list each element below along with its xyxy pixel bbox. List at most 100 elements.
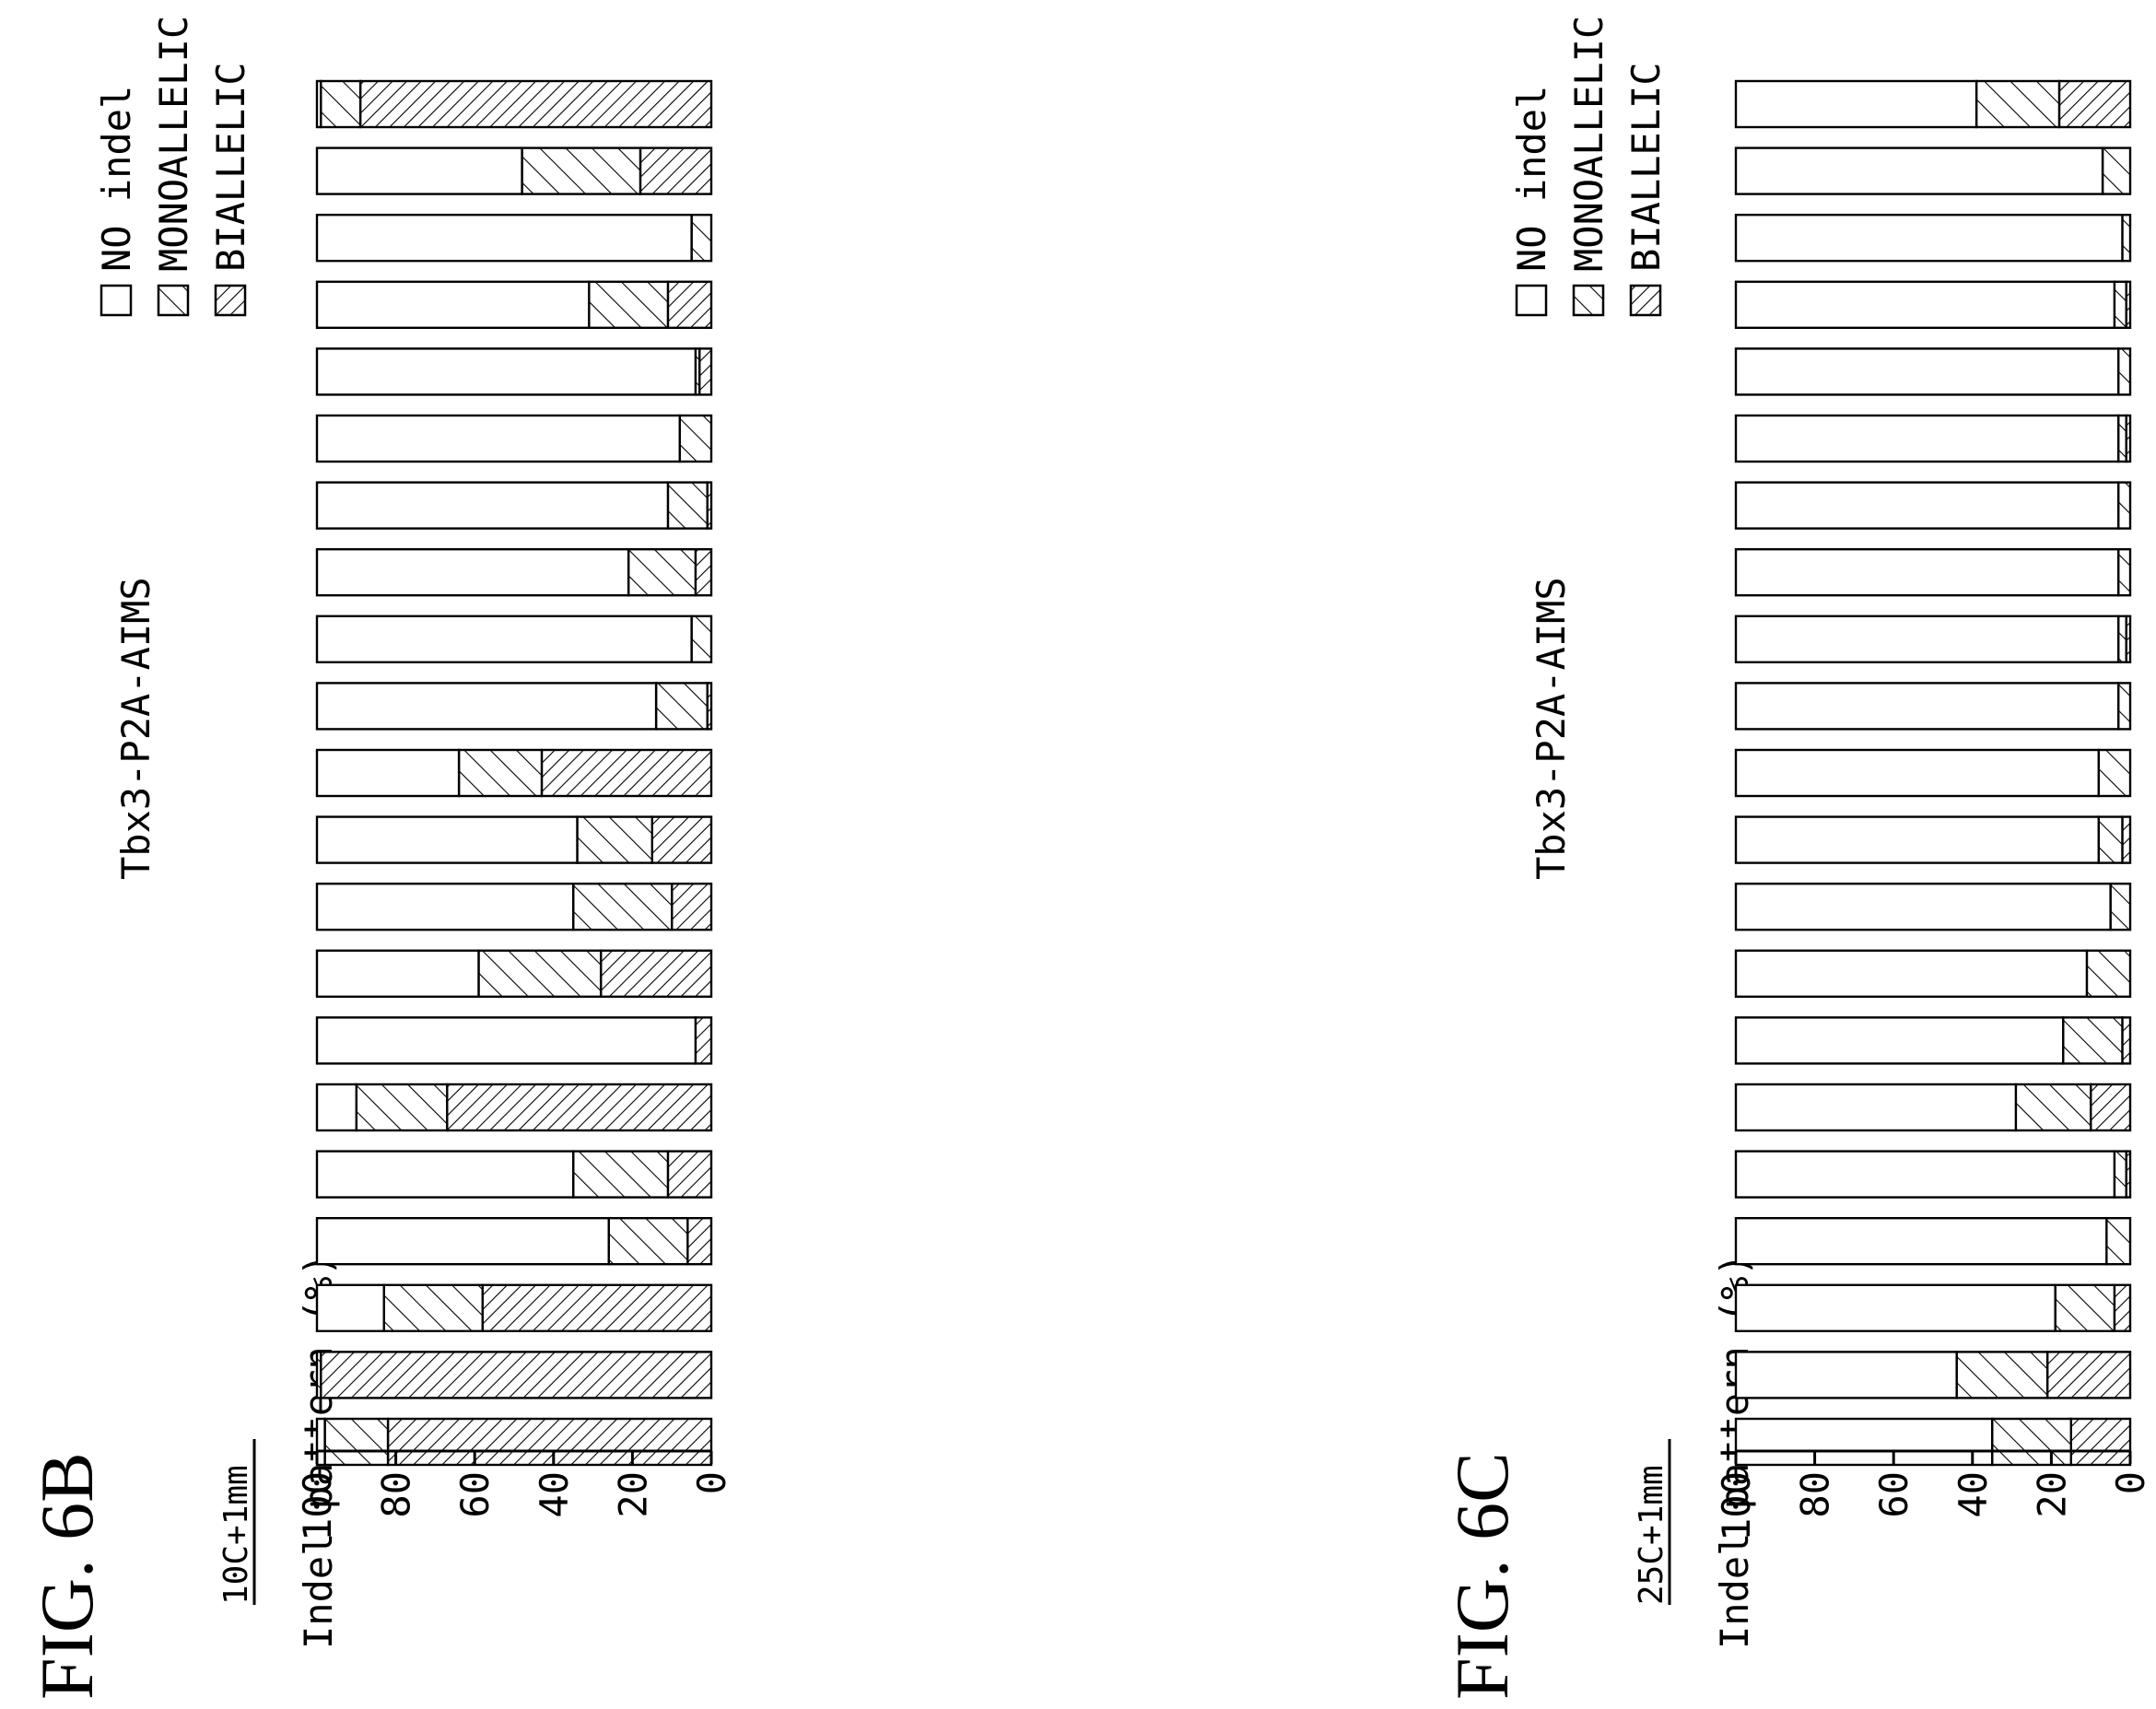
- bar-segment-no-indel: [1734, 949, 2089, 999]
- bar-8: [1734, 949, 2132, 999]
- bar-segment-monoallelic: [2116, 682, 2132, 731]
- bar-segment-monoallelic: [2097, 748, 2132, 798]
- bar-segment-biallelic: [694, 1016, 713, 1065]
- bar-segment-no-indel: [1734, 1150, 2116, 1199]
- bar-segment-biallelic: [686, 1216, 713, 1266]
- tick-label: 100: [295, 1471, 340, 1541]
- bar-13: [315, 615, 713, 663]
- legend-swatch-no-indel: [1515, 284, 1548, 317]
- bar-segment-monoallelic: [690, 213, 713, 263]
- bars: [1734, 79, 2132, 1467]
- bar-segment-monoallelic: [572, 883, 674, 931]
- bar-17: [1734, 347, 2132, 396]
- figure-label: FIG. 6B: [25, 1452, 109, 1700]
- bar-16: [315, 414, 713, 463]
- bar-18: [315, 280, 713, 329]
- legend-swatch-monoallelic: [157, 284, 190, 317]
- bar-segment-no-indel: [1734, 146, 2104, 195]
- bar-segment-monoallelic: [588, 280, 670, 329]
- tick-label: 80: [1793, 1471, 1838, 1518]
- legend: NO indel MONOALLELIC BIALLELIC: [94, 16, 253, 317]
- bar-segment-biallelic: [2089, 1083, 2132, 1132]
- bar-segment-biallelic: [2121, 815, 2132, 864]
- panel-fig-6b: FIG. 6B 10C+1mm Indel pattern (%) Tbx3-P…: [25, 16, 734, 1700]
- bar-8: [315, 949, 713, 999]
- bar-6: [315, 1083, 713, 1132]
- bar-segment-biallelic: [358, 79, 713, 129]
- bar-segment-biallelic: [446, 1083, 713, 1132]
- bar-segment-no-indel: [315, 1083, 357, 1132]
- legend-label-biallelic: BIALLELIC: [1623, 62, 1669, 272]
- bar-segment-monoallelic: [315, 1351, 322, 1399]
- bar-segment-monoallelic: [1955, 1351, 2049, 1399]
- legend-label-monoallelic: MONOALLELIC: [151, 16, 196, 272]
- bar-segment-no-indel: [315, 815, 579, 864]
- bar-segment-no-indel: [1734, 481, 2120, 530]
- bar-segment-biallelic: [2057, 79, 2132, 129]
- bar-segment-biallelic: [2069, 1417, 2132, 1467]
- bar-segment-monoallelic: [1974, 79, 2061, 129]
- bar-segment-no-indel: [315, 1150, 575, 1199]
- legend-swatch-monoallelic: [1572, 284, 1605, 317]
- bar-21: [315, 79, 713, 129]
- tick-label: 60: [452, 1471, 498, 1518]
- legend-swatch-no-indel: [100, 284, 133, 317]
- chart-title: Tbx3-P2A-AIMS: [1529, 577, 1574, 880]
- tick-label: 20: [610, 1471, 655, 1518]
- bar-segment-monoallelic: [2113, 280, 2127, 329]
- tick-label: 40: [532, 1471, 577, 1518]
- bar-18: [1734, 280, 2132, 329]
- bar-segment-no-indel: [315, 883, 575, 931]
- bar-segment-monoallelic: [2116, 548, 2132, 597]
- bar-10: [1734, 815, 2132, 864]
- bar-segment-biallelic: [666, 1150, 713, 1199]
- bar-segment-no-indel: [1734, 414, 2120, 463]
- tick-label: 100: [1714, 1471, 1759, 1541]
- bar-segment-no-indel: [1734, 1083, 2018, 1132]
- bar-segment-no-indel: [315, 1216, 610, 1266]
- bar-segment-no-indel: [1734, 79, 1978, 129]
- bar-3: [315, 1283, 713, 1333]
- bar-segment-monoallelic: [457, 748, 544, 798]
- bar-segment-monoallelic: [2105, 1216, 2132, 1266]
- bar-segment-biallelic: [2121, 1016, 2132, 1065]
- bar-1: [1734, 1417, 2132, 1467]
- bar-segment-biallelic: [2113, 1283, 2132, 1333]
- bar-segment-no-indel: [315, 615, 693, 663]
- bar-segment-monoallelic: [2014, 1083, 2092, 1132]
- bar-segment-monoallelic: [2097, 815, 2124, 864]
- bar-15: [315, 481, 713, 530]
- bar-segment-no-indel: [315, 213, 693, 263]
- bar-segment-no-indel: [315, 548, 630, 597]
- bar-14: [315, 548, 713, 597]
- bar-segment-no-indel: [315, 748, 461, 798]
- bar-segment-monoallelic: [572, 1150, 670, 1199]
- bar-segment-monoallelic: [2062, 1016, 2124, 1065]
- bar-segment-no-indel: [315, 481, 670, 530]
- bar-3: [1734, 1283, 2132, 1333]
- bar-segment-no-indel: [1734, 615, 2120, 663]
- bar-20: [315, 146, 713, 195]
- bar-10: [315, 815, 713, 864]
- bar-segment-no-indel: [315, 414, 681, 463]
- bar-segment-monoallelic: [2121, 213, 2132, 263]
- bar-4: [1734, 1216, 2132, 1266]
- tick-label: 60: [1871, 1471, 1916, 1518]
- bar-segment-no-indel: [1734, 883, 2112, 931]
- bar-11: [315, 748, 713, 798]
- tick-label: 0: [2108, 1471, 2153, 1494]
- bar-segment-no-indel: [1734, 548, 2120, 597]
- bar-5: [315, 1150, 713, 1199]
- bar-segment-biallelic: [540, 748, 713, 798]
- bar-segment-biallelic: [666, 280, 713, 329]
- bar-segment-monoallelic: [2116, 347, 2132, 396]
- condition-label-group: 25C+1mm: [1633, 1439, 1671, 1605]
- bar-segment-no-indel: [1734, 213, 2124, 263]
- legend-label-biallelic: BIALLELIC: [208, 62, 253, 272]
- legend-label-no-indel: NO indel: [1509, 86, 1554, 272]
- bar-segment-biallelic: [671, 883, 713, 931]
- value-axis: 0 20 40 60 80 100: [1714, 1449, 2153, 1541]
- bar-segment-no-indel: [315, 1016, 697, 1065]
- bar-segment-no-indel: [315, 146, 523, 195]
